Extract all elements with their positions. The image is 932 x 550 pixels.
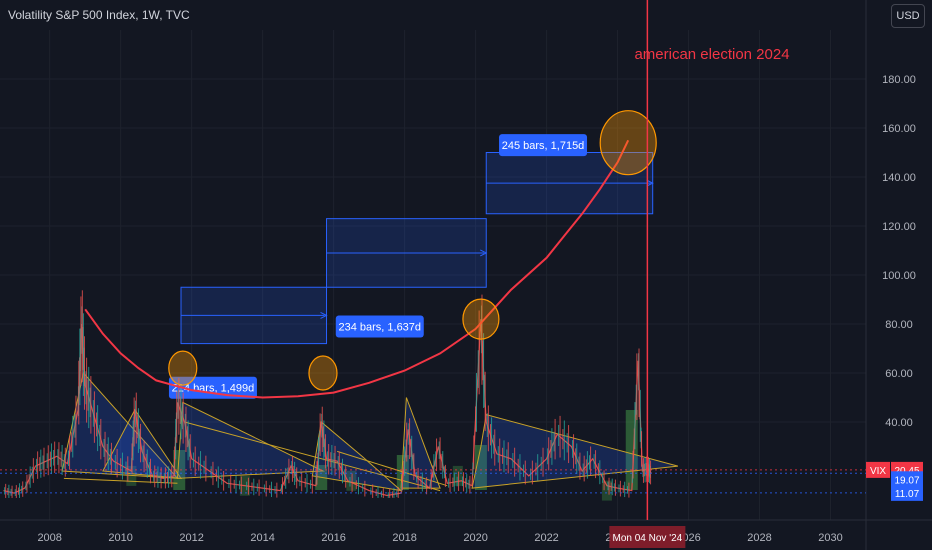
x-tick-label: 2012 [179, 532, 203, 544]
measure-label: 245 bars, 1,715d [502, 140, 585, 152]
volume-bar [346, 470, 357, 491]
election-date-tag-bg [609, 526, 686, 548]
measure-label-bg [335, 315, 424, 338]
triangle-pattern [176, 401, 325, 479]
x-tick-label: 2018 [392, 532, 416, 544]
x-tick-label: 2030 [818, 532, 842, 544]
volume-bar [601, 480, 612, 501]
highlight-circle [308, 355, 338, 391]
price-tag-bg [891, 484, 923, 501]
y-tick-label: 40.00 [885, 417, 913, 429]
measure-label: 234 bars, 1,637d [338, 321, 421, 333]
trendline [184, 421, 441, 492]
price-tag-value: 19.07 [894, 475, 919, 486]
currency-button[interactable]: USD [891, 4, 925, 28]
x-tick-label: 2020 [463, 532, 487, 544]
measure-label: 214 bars, 1,499d [172, 383, 255, 395]
measure-arrowhead [480, 249, 488, 257]
parabolic-curve [84, 139, 630, 399]
volume-bar [625, 410, 638, 490]
chart-title: Volatility S&P 500 Index, 1W, TVC [8, 8, 190, 22]
highlight-circle [462, 298, 500, 340]
x-tick-label: 2016 [321, 532, 345, 544]
y-tick-label: 160.00 [882, 123, 916, 135]
measure-label-bg [499, 134, 588, 157]
price-tag-bg [891, 471, 923, 488]
trendline [63, 477, 178, 484]
price-tag-value: 11.07 [895, 489, 920, 500]
price-tag-symbol-bg [866, 461, 890, 478]
measure-arrowhead [320, 311, 328, 319]
y-tick-label: 100.00 [882, 270, 916, 282]
x-tick-label: 2028 [747, 532, 771, 544]
x-tick-label: 2008 [37, 532, 61, 544]
triangle-pattern [400, 397, 441, 489]
measure-arrowhead [646, 179, 654, 187]
x-tick-label: 2022 [534, 532, 558, 544]
y-tick-label: 120.00 [882, 221, 916, 233]
x-tick-label: 2010 [108, 532, 132, 544]
y-tick-label: 60.00 [885, 368, 913, 380]
trendline [337, 450, 448, 487]
y-tick-label: 80.00 [885, 319, 913, 331]
volume-bar [452, 465, 463, 486]
election-label: american election 2024 [634, 46, 789, 63]
x-tick-label: 2014 [250, 532, 274, 544]
volume-bar [474, 445, 487, 490]
highlight-circle [168, 350, 198, 386]
vix-price-line [3, 319, 652, 497]
volume-bar [173, 450, 186, 490]
highlight-circle [599, 110, 657, 176]
election-date-tag: Mon 04 Nov '24 [613, 533, 683, 544]
price-tag-symbol: VIX [870, 466, 886, 477]
y-tick-label: 180.00 [882, 74, 916, 86]
y-tick-label: 140.00 [882, 172, 916, 184]
